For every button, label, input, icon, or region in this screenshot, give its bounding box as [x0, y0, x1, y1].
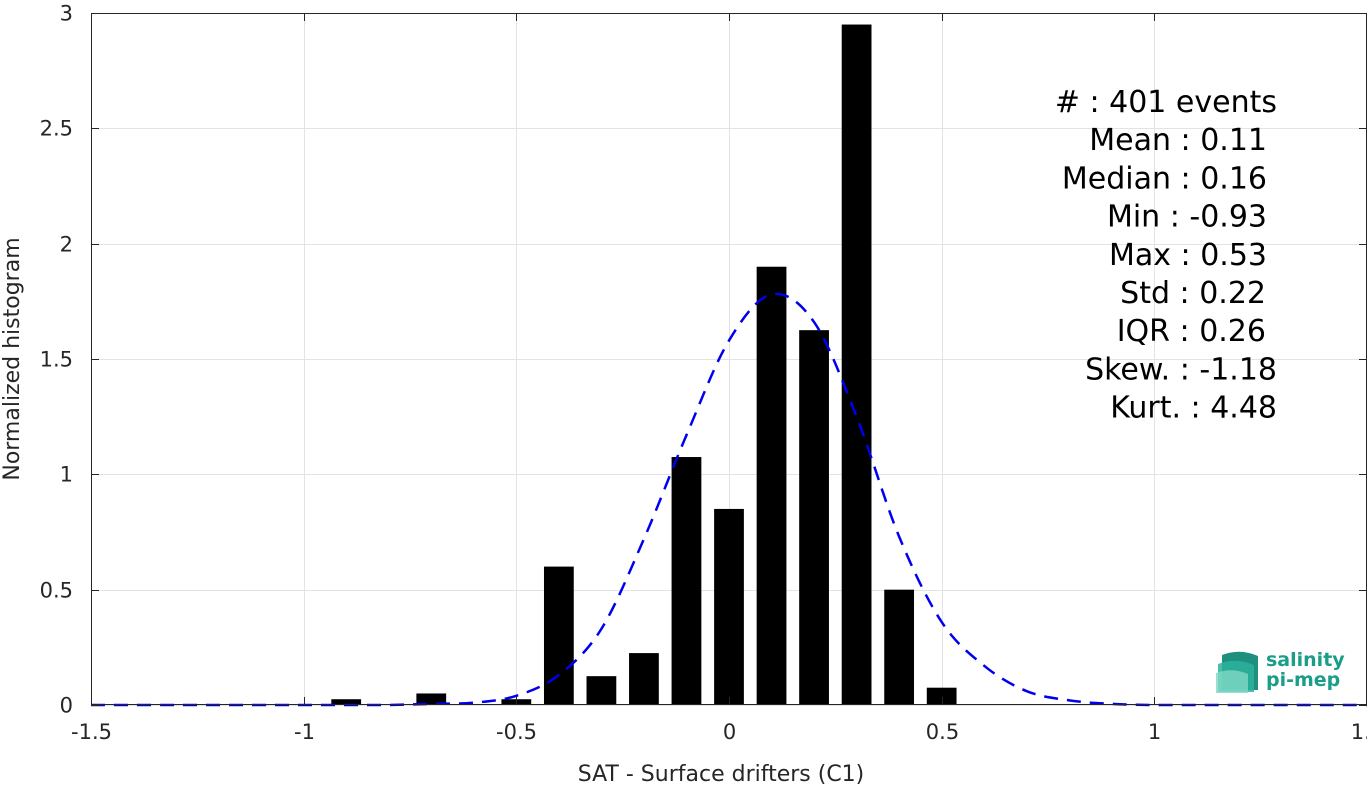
- stat-line: Std : 0.22: [1120, 276, 1266, 311]
- y-tick-label: 0.5: [40, 579, 73, 603]
- logo-wave-icon: [1216, 651, 1258, 693]
- stat-line: # : 401 events: [1055, 85, 1277, 120]
- axis-ticks: -1.5 -1 -0.5 0 0.5 1 1.5 0 0.5 1 1.5 2 2.5 3: [40, 2, 1367, 744]
- y-tick-label: 1.5: [40, 348, 73, 372]
- histogram-bar: [586, 676, 617, 705]
- histogram-bar: [543, 566, 574, 705]
- logo-text-salinity: salinity: [1266, 649, 1345, 671]
- histogram-bar: [331, 699, 362, 705]
- x-tick-label: -1: [294, 720, 315, 744]
- histogram-bar: [799, 330, 829, 705]
- grid-lines: [91, 13, 1367, 706]
- x-tick-label: 1.5: [1351, 720, 1367, 744]
- y-tick-label: 1: [60, 463, 73, 487]
- x-tick-label: 0.5: [926, 720, 959, 744]
- stat-line: Max : 0.53: [1109, 238, 1267, 273]
- histogram-bar: [756, 266, 787, 705]
- histogram-bar: [884, 589, 915, 705]
- histogram-bar: [926, 687, 957, 705]
- logo-text-pi-mep: pi-mep: [1266, 669, 1340, 691]
- histogram-bar: [671, 457, 702, 705]
- y-axis-label: Normalized histogram: [0, 237, 25, 480]
- y-tick-label: 3: [60, 2, 73, 26]
- x-tick-label: -1.5: [71, 720, 112, 744]
- x-tick-label: -0.5: [496, 720, 537, 744]
- bars: [331, 24, 957, 706]
- salinity-pi-mep-logo: salinity pi-mep: [1216, 649, 1345, 693]
- histogram-bar: [714, 508, 744, 705]
- histogram-bar: [841, 24, 872, 706]
- stat-line: Mean : 0.11: [1089, 123, 1267, 158]
- y-tick-label: 0: [60, 694, 73, 718]
- x-tick-label: 0: [723, 720, 736, 744]
- y-tick-label: 2: [60, 233, 73, 257]
- histogram-bar: [629, 653, 659, 705]
- stat-line: Skew. : -1.18: [1085, 352, 1277, 387]
- stat-line: Median : 0.16: [1062, 161, 1267, 196]
- stat-line: IQR : 0.26: [1117, 314, 1266, 349]
- x-axis-label: SAT - Surface drifters (C1): [578, 762, 865, 785]
- x-tick-label: 1: [1148, 720, 1161, 744]
- y-tick-label: 2.5: [40, 117, 73, 141]
- stat-line: Min : -0.93: [1107, 200, 1267, 235]
- histogram-bar: [416, 693, 447, 705]
- stat-line: Kurt. : 4.48: [1110, 391, 1277, 426]
